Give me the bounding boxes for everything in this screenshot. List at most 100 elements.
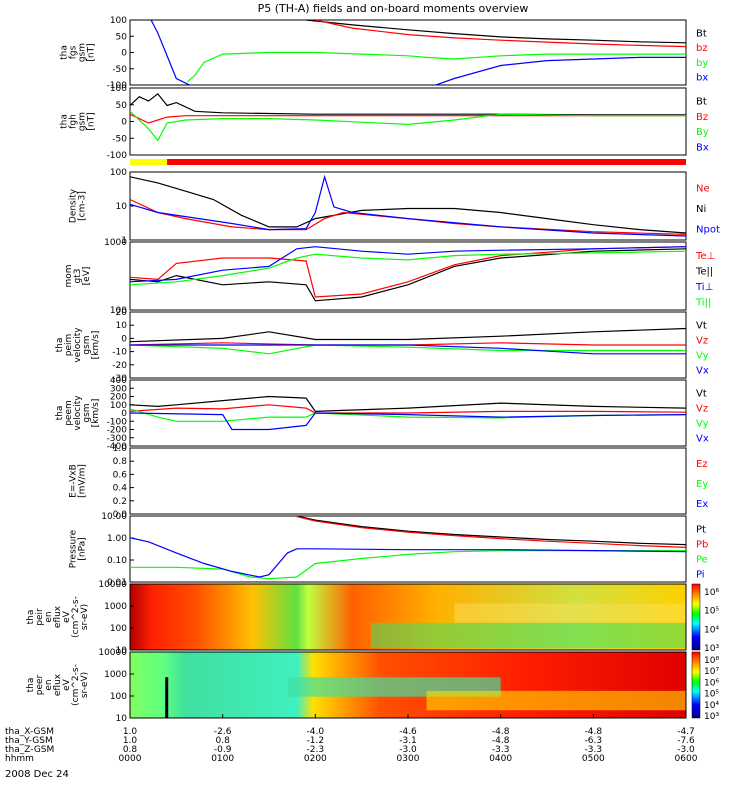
y-axis-label: [km/s] — [91, 331, 101, 360]
colorbar-tick-label: 10⁵ — [704, 607, 719, 617]
y-axis-label: sr-eV) — [80, 604, 90, 630]
y-axis-label: Density — [69, 188, 79, 223]
panel-efield: 1.0 0.8 0.6 0.4 0.2 0.0 E=-VxB [mV/m] Ez Ey Ex — [69, 444, 709, 520]
legend-entry: Ex — [696, 499, 708, 510]
y-axis-label: tha — [55, 406, 65, 421]
y-tick-label: 0.01 — [107, 578, 127, 588]
legend-density: Ne Ni Npot — [696, 183, 720, 235]
y-axis-label: peir — [35, 608, 45, 626]
y-axis-label: gt3 — [73, 269, 83, 284]
y-axis-label: gsm — [78, 43, 88, 62]
x-axis-value: -4.8 — [492, 727, 510, 737]
colorbar-scale — [691, 583, 701, 651]
y-axis-label: [nPa] — [78, 537, 88, 560]
x-axis-value: 0.8 — [123, 745, 138, 755]
y-axis-label: E=-VxB — [69, 464, 79, 498]
y-tick-label: 0.6 — [113, 470, 128, 480]
legend-peem_vel: Vt Vz Vy Vx — [696, 389, 709, 445]
y-tick-label: 0.10 — [107, 556, 127, 566]
spectrogram-feature — [370, 622, 686, 649]
y-tick-label: 100 — [110, 16, 127, 26]
legend-entry: Pt — [696, 525, 706, 536]
y-tick-label: 100 — [110, 84, 127, 94]
colorbar-tick-label: 10⁶ — [704, 678, 719, 688]
y-tick-label: 0.2 — [113, 497, 127, 507]
y-tick-label: 1000 — [104, 602, 127, 612]
panel-fgs: 100 50 0 -50 -100 tha fgs gsm [nT] Bt bz by bx — [60, 16, 709, 91]
x-axis-value: 1.0 — [123, 736, 138, 746]
legend-entry: Vz — [696, 404, 708, 415]
legend-entry: Bt — [696, 28, 707, 39]
y-axis-label: sr-eV) — [80, 672, 90, 698]
x-axis-value: -4.0 — [307, 727, 325, 737]
legend-entry: Ne — [696, 183, 710, 194]
legend-entry: Vy — [696, 351, 709, 362]
y-axis-label: velocity — [73, 327, 83, 363]
y-axis-label: tha — [26, 678, 36, 693]
x-axis-labels: tha_X-GSM 1.0 -2.6 -4.0 -4.6 -4.8 -4.8 -4.7tha_… — [5, 714, 698, 764]
y-tick-label: 0.0 — [113, 510, 128, 520]
x-axis-value: 1.0 — [123, 727, 138, 737]
y-axis-label: (cm^2-s- — [71, 664, 81, 706]
legend-entry: bx — [696, 73, 708, 84]
y-tick-label: 1000 — [104, 238, 127, 248]
x-axis-value: 0300 — [397, 754, 420, 764]
spectrogram-feature — [454, 603, 686, 623]
y-axis-label: [km/s] — [91, 399, 101, 428]
legend-entry: Vz — [696, 336, 708, 347]
series-line-Vy — [130, 344, 686, 355]
x-axis-value: -4.8 — [492, 736, 510, 746]
y-axis-label: [cm-3] — [78, 191, 88, 221]
x-axis-value: -6.3 — [585, 736, 603, 746]
panel-density: 100 10 1 Density [cm-3] Ne Ni Npot — [69, 168, 720, 246]
y-axis-label: velocity — [73, 395, 83, 431]
x-axis-value: -3.0 — [677, 745, 695, 755]
series-line-Pb — [296, 516, 686, 548]
y-tick-label: -400 — [107, 442, 128, 452]
legend-entry: Bt — [696, 97, 707, 108]
series-line-by — [187, 51, 686, 83]
y-axis-label: peem — [64, 400, 74, 426]
series-group — [130, 92, 686, 142]
y-tick-label: -100 — [107, 151, 128, 161]
panel-peir_eflux: 10⁶ 10⁵ 10⁴ 10³ 10000 1000 100 10 tha peir en eflux… — [26, 580, 719, 656]
x-axis-row-name: tha_X-GSM — [5, 727, 54, 737]
series-line-Ti|| — [130, 250, 686, 286]
y-tick-label: -20 — [112, 361, 127, 371]
y-tick-label: 100 — [110, 692, 127, 702]
x-axis-row-name: hhmm — [5, 754, 34, 764]
legend-entry: Vx — [696, 434, 709, 445]
y-tick-label: 1 — [121, 236, 127, 246]
x-axis-value: -3.3 — [585, 745, 603, 755]
y-tick-label: 100 — [110, 168, 127, 178]
legend-entry: Bx — [696, 142, 709, 153]
y-tick-label: -200 — [107, 426, 128, 436]
date-label: 2008 Dec 24 — [5, 769, 69, 780]
legend-peim_vel: Vt Vz Vy Vx — [696, 321, 709, 377]
mode-bar-segment — [130, 159, 168, 165]
colorbar-scale — [691, 651, 701, 719]
series-line-Te⊥ — [130, 246, 686, 298]
y-tick-label: 10 — [116, 321, 128, 331]
y-tick-label: 100 — [110, 624, 127, 634]
y-tick-label: 0 — [121, 334, 127, 344]
y-tick-label: 20 — [116, 308, 128, 318]
legend-entry: bz — [696, 43, 708, 54]
x-axis-value: 0500 — [582, 754, 605, 764]
x-axis-value: -2.6 — [214, 727, 232, 737]
y-tick-label: 100 — [110, 306, 127, 316]
y-axis-label: tha — [26, 610, 36, 625]
spectrogram-feature — [426, 690, 686, 711]
series-line-Ne — [130, 198, 686, 235]
y-tick-label: 1.00 — [107, 534, 127, 544]
series-line-Pt — [296, 516, 686, 546]
y-axis-label: eV — [62, 678, 72, 691]
series-group — [130, 516, 686, 580]
y-tick-label: 0 — [121, 118, 127, 128]
x-axis-value: -3.3 — [492, 745, 510, 755]
legend-entry: Vt — [696, 321, 707, 332]
spectrogram-feature — [165, 677, 169, 718]
x-axis-value: 0000 — [119, 754, 142, 764]
